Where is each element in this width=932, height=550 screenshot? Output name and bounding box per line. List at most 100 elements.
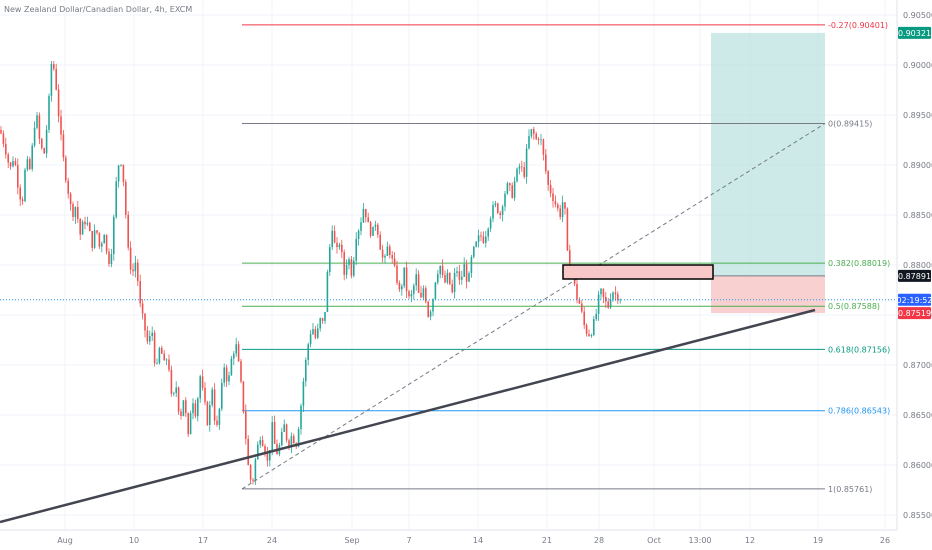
candle-body — [564, 202, 566, 209]
candle-body — [26, 159, 29, 170]
candle-body — [437, 274, 439, 283]
candle-body — [497, 203, 499, 213]
candle-body — [463, 264, 465, 277]
candle-body — [475, 241, 477, 247]
fib-trend-connector[interactable] — [241, 123, 826, 490]
price-badge-label: 0.87519 — [898, 309, 931, 318]
candle-body — [53, 64, 55, 69]
candle-body — [41, 138, 43, 149]
candle-body — [516, 168, 518, 182]
candle-body — [230, 358, 233, 376]
candle-body — [362, 208, 365, 223]
time-tick-label: 12 — [745, 536, 755, 545]
candle-body — [79, 218, 81, 235]
candle-body — [540, 139, 542, 141]
candle-body — [180, 411, 182, 416]
candle-body — [348, 259, 350, 265]
candle-body — [523, 167, 525, 177]
candle-body — [617, 294, 619, 301]
candle-body — [389, 246, 391, 256]
candle-body — [458, 271, 461, 280]
candle-body — [597, 294, 600, 314]
time-tick-label: 10 — [129, 536, 139, 545]
candle-body — [612, 292, 614, 300]
candle-body — [271, 422, 273, 450]
candle-body — [417, 274, 420, 293]
candle-body — [487, 228, 489, 237]
candle-body — [81, 221, 84, 235]
candle-body — [194, 403, 197, 417]
candle-body — [86, 222, 89, 225]
time-tick-label: Aug — [57, 536, 73, 545]
candle-body — [559, 208, 561, 217]
candle-body — [125, 181, 127, 215]
candle-body — [264, 445, 266, 454]
candle-body — [518, 166, 521, 169]
candle-body — [482, 236, 485, 243]
candle-body — [141, 303, 144, 314]
candle-body — [117, 165, 120, 182]
price-badge-label: 0.90321 — [898, 29, 931, 38]
candle-body — [410, 293, 413, 297]
candle-body — [211, 389, 213, 405]
candle-body — [187, 413, 189, 435]
candle-body — [542, 139, 545, 155]
candle-body — [307, 344, 309, 360]
price-badge-label: 02:19:52 — [897, 296, 932, 305]
drawings[interactable] — [0, 123, 897, 524]
candle-body — [249, 465, 252, 480]
candle-body — [105, 235, 108, 252]
price-axis-background[interactable] — [897, 0, 932, 530]
candle-body — [259, 439, 261, 445]
candle-body — [566, 208, 569, 251]
time-tick-label: Sep — [344, 536, 359, 545]
candle-body — [103, 235, 105, 244]
candle-body — [338, 244, 341, 248]
candle-body — [134, 262, 137, 272]
stop-zone[interactable] — [711, 275, 825, 314]
candle-body — [173, 393, 175, 394]
candle-body — [480, 235, 482, 237]
fib-level-label: 0.5(0.87588) — [828, 302, 880, 311]
candle-body — [403, 267, 405, 287]
candle-body — [590, 335, 593, 336]
candle-body — [609, 299, 612, 308]
time-tick-label: 24 — [267, 536, 277, 545]
candle-body — [14, 161, 17, 165]
time-axis-background[interactable] — [0, 530, 932, 550]
candle-body — [43, 148, 45, 154]
order-block-rectangle[interactable] — [562, 264, 714, 280]
candle-body — [511, 185, 513, 198]
time-tick-label: 21 — [542, 536, 552, 545]
candle-body — [509, 183, 511, 186]
candle-body — [547, 171, 549, 185]
target-zone[interactable] — [711, 32, 825, 276]
candle-body — [17, 164, 19, 188]
candle-body — [50, 64, 53, 96]
trend-line[interactable] — [0, 308, 816, 524]
candle-body — [614, 292, 617, 295]
candle-body — [57, 89, 60, 117]
time-tick-label: 19 — [813, 536, 823, 545]
candle-body — [449, 272, 451, 285]
candle-body — [439, 265, 441, 275]
candle-body — [101, 243, 103, 247]
price-badge-label: 0.87891 — [898, 272, 931, 281]
candle-body — [36, 115, 38, 128]
candle-body — [62, 134, 65, 158]
candle-body — [525, 148, 528, 177]
candle-body — [285, 424, 288, 441]
candle-body — [501, 206, 504, 215]
time-tick-label: 26 — [880, 536, 890, 545]
candle-body — [619, 299, 621, 301]
candle-body — [55, 68, 57, 90]
candle-body — [297, 428, 300, 447]
candle-body — [161, 347, 163, 354]
candle-body — [156, 363, 158, 364]
